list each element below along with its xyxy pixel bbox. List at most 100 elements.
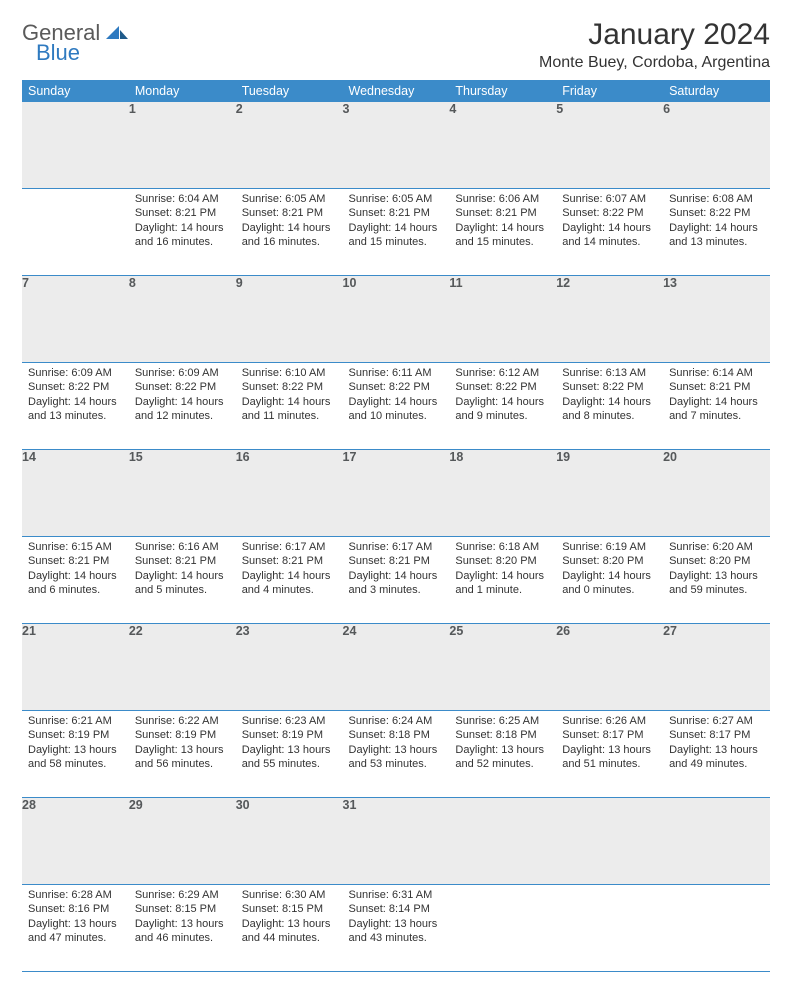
day-cell: Sunrise: 6:17 AMSunset: 8:21 PMDaylight:… [343,537,450,624]
sunrise-text: Sunrise: 6:10 AM [242,366,337,380]
day-cell-content: Sunrise: 6:26 AMSunset: 8:17 PMDaylight:… [556,711,663,775]
day-cell [449,885,556,972]
title-block: January 2024 Monte Buey, Cordoba, Argent… [539,18,770,72]
daylight-text: Daylight: 13 hours and 52 minutes. [455,743,550,772]
sunset-text: Sunset: 8:21 PM [349,554,444,568]
day-number: 5 [556,102,663,189]
sunset-text: Sunset: 8:22 PM [455,380,550,394]
day-cell-content: Sunrise: 6:15 AMSunset: 8:21 PMDaylight:… [22,537,129,601]
sunset-text: Sunset: 8:15 PM [135,902,230,916]
sunrise-text: Sunrise: 6:30 AM [242,888,337,902]
day-cell-content: Sunrise: 6:05 AMSunset: 8:21 PMDaylight:… [236,189,343,253]
sunset-text: Sunset: 8:21 PM [349,206,444,220]
daylight-text: Daylight: 14 hours and 11 minutes. [242,395,337,424]
day-number: 10 [343,276,450,363]
sunset-text: Sunset: 8:22 PM [349,380,444,394]
weekday-header: Thursday [449,80,556,102]
day-cell: Sunrise: 6:05 AMSunset: 8:21 PMDaylight:… [343,189,450,276]
day-cell-content: Sunrise: 6:11 AMSunset: 8:22 PMDaylight:… [343,363,450,427]
day-cell-content: Sunrise: 6:14 AMSunset: 8:21 PMDaylight:… [663,363,770,427]
day-cell-content: Sunrise: 6:04 AMSunset: 8:21 PMDaylight:… [129,189,236,253]
day-cell-content: Sunrise: 6:18 AMSunset: 8:20 PMDaylight:… [449,537,556,601]
sunset-text: Sunset: 8:21 PM [455,206,550,220]
day-content-row: Sunrise: 6:28 AMSunset: 8:16 PMDaylight:… [22,885,770,972]
day-number-row: 123456 [22,102,770,189]
daylight-text: Daylight: 14 hours and 4 minutes. [242,569,337,598]
sunrise-text: Sunrise: 6:07 AM [562,192,657,206]
day-cell-content: Sunrise: 6:17 AMSunset: 8:21 PMDaylight:… [343,537,450,601]
day-number: 14 [22,450,129,537]
sunrise-text: Sunrise: 6:16 AM [135,540,230,554]
sunset-text: Sunset: 8:21 PM [669,380,764,394]
day-number: 9 [236,276,343,363]
day-number-row: 28293031 [22,798,770,885]
day-cell-content: Sunrise: 6:25 AMSunset: 8:18 PMDaylight:… [449,711,556,775]
daylight-text: Daylight: 14 hours and 10 minutes. [349,395,444,424]
sunrise-text: Sunrise: 6:23 AM [242,714,337,728]
sunset-text: Sunset: 8:22 PM [242,380,337,394]
day-number: 28 [22,798,129,885]
sunset-text: Sunset: 8:18 PM [455,728,550,742]
sunrise-text: Sunrise: 6:06 AM [455,192,550,206]
day-cell: Sunrise: 6:13 AMSunset: 8:22 PMDaylight:… [556,363,663,450]
day-content-row: Sunrise: 6:04 AMSunset: 8:21 PMDaylight:… [22,189,770,276]
day-cell: Sunrise: 6:17 AMSunset: 8:21 PMDaylight:… [236,537,343,624]
sunset-text: Sunset: 8:22 PM [135,380,230,394]
sunset-text: Sunset: 8:19 PM [242,728,337,742]
day-cell: Sunrise: 6:10 AMSunset: 8:22 PMDaylight:… [236,363,343,450]
daylight-text: Daylight: 13 hours and 56 minutes. [135,743,230,772]
day-content-row: Sunrise: 6:15 AM Sunset: 8:21 PM Daylight:… [22,537,770,624]
weekday-header: Monday [129,80,236,102]
day-cell: Sunrise: 6:20 AMSunset: 8:20 PMDaylight:… [663,537,770,624]
day-cell-content: Sunrise: 6:12 AMSunset: 8:22 PMDaylight:… [449,363,556,427]
weekday-header-row: Sunday Monday Tuesday Wednesday Thursday… [22,80,770,102]
daylight-text: Daylight: 13 hours and 59 minutes. [669,569,764,598]
day-number: 15 [129,450,236,537]
sunset-text: Sunset: 8:21 PM [135,206,230,220]
daylight-text: Daylight: 14 hours and 16 minutes. [242,221,337,250]
day-cell: Sunrise: 6:09 AMSunset: 8:22 PMDaylight:… [22,363,129,450]
day-cell-content: Sunrise: 6:27 AMSunset: 8:17 PMDaylight:… [663,711,770,775]
day-number: 7 [22,276,129,363]
day-number: 2 [236,102,343,189]
day-cell-content: Sunrise: 6:10 AMSunset: 8:22 PMDaylight:… [236,363,343,427]
daylight-text: Daylight: 14 hours and 7 minutes. [669,395,764,424]
day-number: 27 [663,624,770,711]
day-cell: Sunrise: 6:09 AMSunset: 8:22 PMDaylight:… [129,363,236,450]
sunset-text: Sunset: 8:14 PM [349,902,444,916]
sunrise-text: Sunrise: 6:15 AM [28,540,123,554]
weekday-header: Sunday [22,80,129,102]
day-number: 25 [449,624,556,711]
day-cell: Sunrise: 6:30 AMSunset: 8:15 PMDaylight:… [236,885,343,972]
sunrise-text: Sunrise: 6:13 AM [562,366,657,380]
sunrise-text: Sunrise: 6:22 AM [135,714,230,728]
day-cell-content: Sunrise: 6:23 AMSunset: 8:19 PMDaylight:… [236,711,343,775]
day-cell-content: Sunrise: 6:30 AMSunset: 8:15 PMDaylight:… [236,885,343,949]
day-cell: Sunrise: 6:07 AMSunset: 8:22 PMDaylight:… [556,189,663,276]
day-number: 26 [556,624,663,711]
daylight-text: Daylight: 13 hours and 49 minutes. [669,743,764,772]
day-cell [22,189,129,276]
day-number [556,798,663,885]
weekday-header: Saturday [663,80,770,102]
location: Monte Buey, Cordoba, Argentina [539,54,770,72]
day-number: 19 [556,450,663,537]
daylight-text: Daylight: 13 hours and 47 minutes. [28,917,123,946]
sunrise-text: Sunrise: 6:12 AM [455,366,550,380]
daylight-text: Daylight: 14 hours and 0 minutes. [562,569,657,598]
day-number-row: 78910111213 [22,276,770,363]
day-number: 8 [129,276,236,363]
sunrise-text: Sunrise: 6:05 AM [242,192,337,206]
sunrise-text: Sunrise: 6:09 AM [135,366,230,380]
daylight-text: Daylight: 13 hours and 51 minutes. [562,743,657,772]
day-cell: Sunrise: 6:27 AMSunset: 8:17 PMDaylight:… [663,711,770,798]
daylight-text: Daylight: 14 hours and 14 minutes. [562,221,657,250]
sunrise-text: Sunrise: 6:21 AM [28,714,123,728]
day-number: 24 [343,624,450,711]
sunrise-text: Sunrise: 6:04 AM [135,192,230,206]
day-cell-content: Sunrise: 6:20 AMSunset: 8:20 PMDaylight:… [663,537,770,601]
day-cell: Sunrise: 6:06 AMSunset: 8:21 PMDaylight:… [449,189,556,276]
daylight-text: Daylight: 14 hours and 15 minutes. [349,221,444,250]
daylight-text: Daylight: 14 hours and 1 minute. [455,569,550,598]
day-number [449,798,556,885]
